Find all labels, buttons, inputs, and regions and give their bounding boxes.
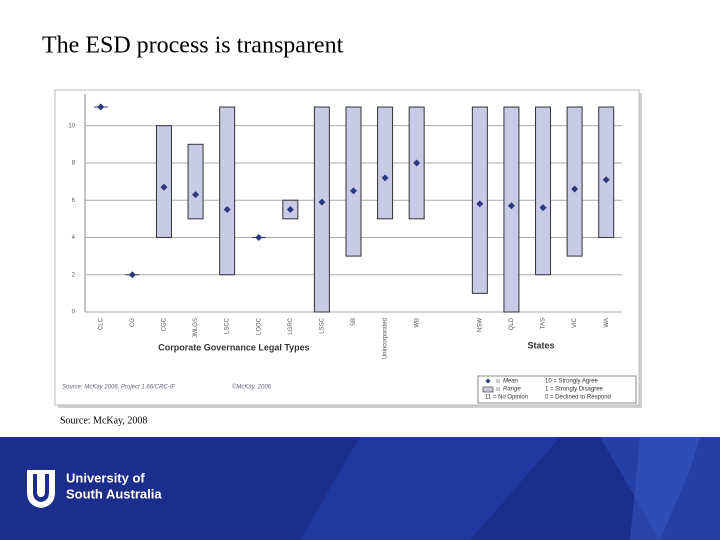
mean-marker bbox=[602, 176, 610, 184]
mean-marker bbox=[128, 271, 136, 279]
x-tick-label: LOOC bbox=[256, 317, 262, 335]
logo-mark bbox=[33, 474, 49, 502]
x-tick-label: CLC bbox=[98, 317, 104, 330]
range-box bbox=[313, 106, 330, 313]
slide-title: The ESD process is transparent bbox=[42, 33, 344, 59]
footer-shape bbox=[300, 437, 560, 540]
mean-marker bbox=[476, 200, 484, 208]
x-tick-label: VIC bbox=[572, 317, 578, 328]
range-box bbox=[598, 106, 615, 238]
legend-box bbox=[477, 375, 637, 404]
range-box bbox=[503, 106, 520, 313]
university-name: South Australia bbox=[66, 486, 162, 501]
mean-marker bbox=[571, 185, 579, 193]
mean-marker bbox=[160, 183, 168, 191]
mean-marker bbox=[350, 187, 357, 195]
mean-marker bbox=[539, 204, 547, 212]
footer: University of South Australia bbox=[0, 437, 720, 540]
y-tick-label: 6 bbox=[72, 198, 76, 204]
x-tick-label: QLD bbox=[509, 317, 515, 330]
scale-note: 1 = Strongly Disagree bbox=[545, 387, 604, 393]
x-tick-label: LGRC bbox=[288, 317, 294, 334]
x-tick-label: LSSC bbox=[319, 317, 325, 333]
range-box bbox=[345, 106, 362, 257]
range-box bbox=[187, 143, 204, 220]
mean-marker bbox=[318, 198, 326, 206]
range-box bbox=[377, 106, 394, 220]
university-name: University of bbox=[66, 470, 145, 485]
scale-note: 11 = No Opinion bbox=[485, 395, 528, 401]
mean-marker bbox=[192, 191, 200, 199]
x-tick-label: Unincorporated bbox=[383, 318, 389, 359]
range-box bbox=[155, 125, 172, 238]
x-tick-label: WB bbox=[414, 318, 420, 328]
logo bbox=[27, 470, 55, 508]
mean-marker bbox=[507, 202, 515, 210]
mean-marker bbox=[413, 159, 421, 167]
y-tick-label: 8 bbox=[72, 161, 76, 167]
x-tick-label: CG bbox=[130, 318, 136, 327]
chart-copyright: ©McKay, 2006 bbox=[232, 384, 272, 391]
legend-swatch bbox=[482, 386, 494, 393]
mean-marker bbox=[223, 206, 231, 214]
caption: Source: McKay, 2008 bbox=[60, 415, 147, 426]
x-tick-label: CGC bbox=[162, 317, 168, 331]
x-tick-label: LSCC bbox=[225, 317, 231, 334]
mean-marker bbox=[255, 233, 263, 241]
group-label: States bbox=[527, 340, 554, 350]
scale-note: 0 = Declined to Respond bbox=[545, 395, 611, 401]
range-box bbox=[471, 106, 488, 294]
footer-shape bbox=[630, 437, 700, 540]
mean-marker bbox=[381, 174, 389, 182]
legend-label: Range bbox=[503, 387, 521, 393]
y-tick-label: 2 bbox=[72, 272, 76, 278]
y-tick-label: 4 bbox=[72, 235, 76, 241]
x-tick-label: SB bbox=[351, 318, 357, 326]
range-box bbox=[566, 106, 583, 257]
range-box bbox=[219, 106, 236, 276]
group-label: Corporate Governance Legal Types bbox=[158, 342, 309, 352]
mean-marker bbox=[97, 103, 105, 111]
y-tick-label: 0 bbox=[72, 310, 76, 316]
x-tick-label: JMLGS bbox=[193, 318, 199, 338]
legend-marker bbox=[485, 378, 491, 384]
x-tick-label: WA bbox=[604, 318, 610, 327]
scale-note: 10 = Strongly Agree bbox=[545, 379, 599, 385]
chart-source: Source: McKay 2006, Project 1.66/CRC-IF bbox=[62, 385, 175, 391]
range-box bbox=[535, 106, 552, 276]
y-tick-label: 10 bbox=[68, 123, 75, 129]
x-tick-label: NSW bbox=[477, 318, 483, 332]
legend-label: Mean bbox=[503, 379, 519, 385]
mean-marker bbox=[286, 206, 294, 214]
x-tick-label: TAS bbox=[541, 318, 547, 329]
